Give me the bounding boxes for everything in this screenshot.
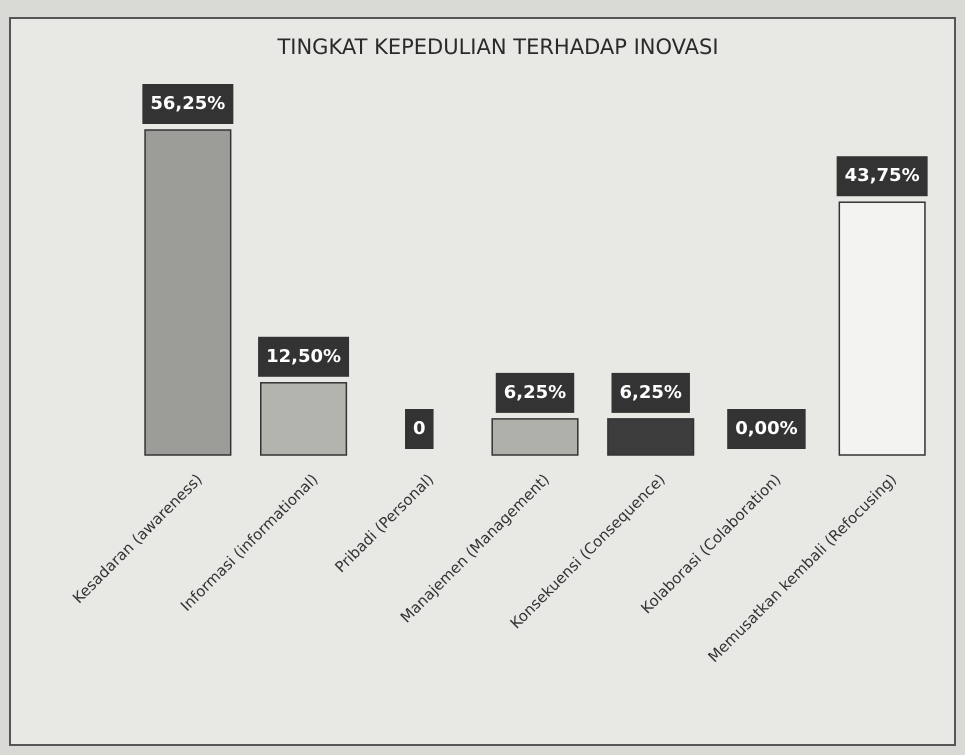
value-label-box (258, 336, 350, 377)
value-label: 0,00% (735, 418, 797, 439)
value-label-box (405, 409, 434, 449)
value-label-box (495, 372, 575, 413)
value-label: 43,75% (845, 165, 920, 186)
bar (838, 201, 926, 456)
bar (491, 418, 579, 456)
value-label: 0 (413, 418, 426, 439)
bar (260, 382, 348, 456)
value-label-box (836, 156, 928, 197)
value-label: 6,25% (619, 382, 681, 403)
value-label-box (611, 372, 690, 413)
value-label: 56,25% (150, 93, 225, 114)
chart-title: TINGKAT KEPEDULIAN TERHADAP INOVASI (276, 35, 718, 59)
bar (607, 418, 695, 456)
bar (144, 129, 232, 456)
value-label-box (727, 409, 806, 449)
value-label-box (142, 84, 234, 124)
value-label: 12,50% (266, 346, 341, 367)
value-label: 6,25% (504, 382, 566, 403)
